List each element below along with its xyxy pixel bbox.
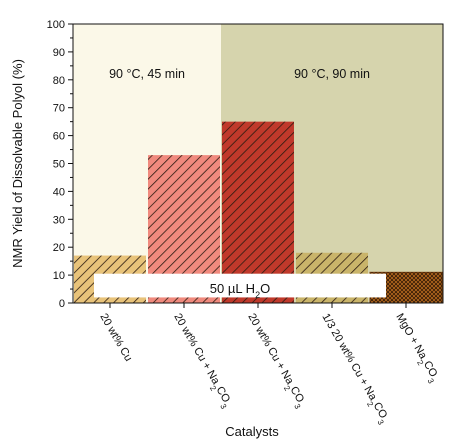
x-tick-label: 20 wt% Cu + Na2CO3	[242, 312, 308, 411]
y-tick-label: 80	[53, 75, 65, 87]
bar-pattern-2	[222, 121, 294, 304]
x-tick-label: 20 wt% Cu	[97, 312, 134, 364]
y-tick-label: 90	[53, 47, 65, 59]
annotation-box	[94, 273, 386, 298]
y-tick-label: 30	[53, 214, 65, 226]
plot-frame	[72, 23, 444, 304]
y-tick-label: 50	[53, 159, 65, 171]
y-tick-label: 60	[53, 131, 65, 143]
y-tick-label: 20	[53, 242, 65, 254]
y-tick-label: 0	[59, 298, 65, 310]
x-axis-title: Catalysts	[225, 424, 279, 439]
y-tick-label: 10	[53, 270, 65, 282]
annotation-text: 50 µL H2O	[210, 281, 270, 300]
x-tick-label: 1/3 20 wt% Cu + Na2CO3	[316, 312, 391, 427]
x-tick-label: 20 wt% Cu + Na2CO3	[168, 312, 234, 411]
y-tick-label: 70	[53, 103, 65, 115]
region-45min-label: 90 °C, 45 min	[109, 67, 185, 81]
y-tick-label: 100	[47, 19, 65, 31]
y-axis-title: NMR Yield of Dissolvable Polyol (%)	[10, 59, 25, 268]
region-90min-label: 90 °C, 90 min	[294, 67, 370, 81]
x-tick-label: MgO + Na2CO3	[390, 312, 442, 386]
y-tick-label: 40	[53, 186, 65, 198]
